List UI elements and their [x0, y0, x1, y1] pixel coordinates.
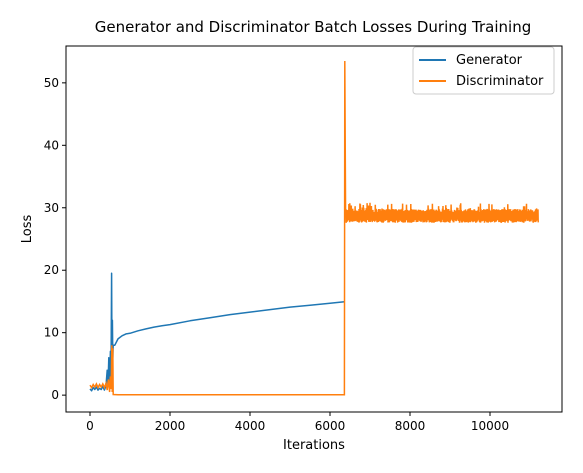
discriminator-line: [89, 60, 539, 396]
legend: Generator Discriminator: [412, 46, 555, 95]
y-axis-label: Loss: [20, 215, 35, 244]
y-tick-label: 10: [44, 326, 59, 340]
x-tick-label: 10000: [471, 419, 509, 433]
x-tick-label: 6000: [315, 419, 346, 433]
x-axis-label: Iterations: [283, 438, 345, 453]
legend-generator-label: Generator: [456, 53, 523, 68]
y-tick-label: 40: [44, 138, 59, 152]
legend-discriminator-label: Discriminator: [456, 74, 544, 89]
y-tick-label: 50: [44, 76, 59, 90]
y-tick-label: 30: [44, 201, 59, 215]
plot-frame: [65, 45, 563, 413]
x-tick-label: 8000: [395, 419, 426, 433]
generator-line: [89, 272, 345, 392]
y-tick-label: 0: [51, 388, 59, 402]
x-axis: 0 2000 4000 6000 8000 10000: [86, 412, 509, 433]
y-axis: 0 10 20 30 40 50: [44, 76, 66, 402]
chart-title: Generator and Discriminator Batch Losses…: [95, 18, 532, 36]
x-tick-label: 4000: [235, 419, 266, 433]
y-tick-label: 20: [44, 263, 59, 277]
legend-box: [412, 46, 555, 95]
x-tick-label: 2000: [155, 419, 186, 433]
x-tick-label: 0: [86, 419, 94, 433]
plot-area: [89, 60, 539, 396]
